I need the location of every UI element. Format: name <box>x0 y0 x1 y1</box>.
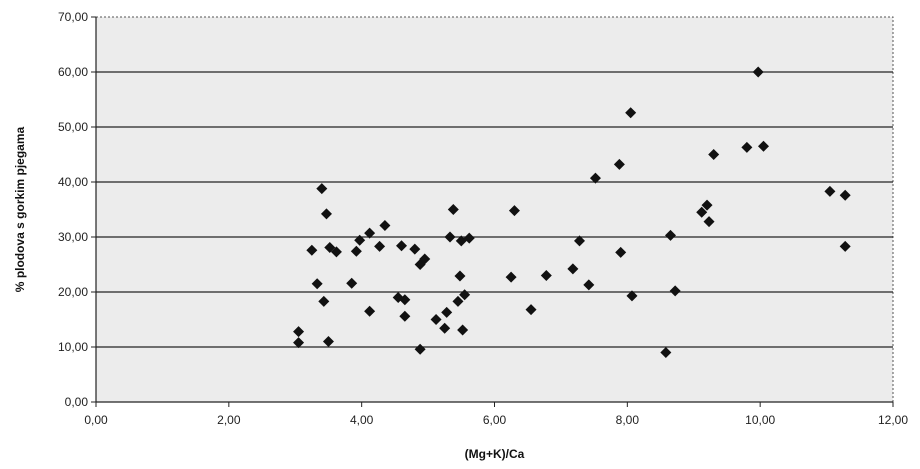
data-point <box>350 245 362 257</box>
y-tick-labels: 0,00 10,00 20,00 30,00 40,00 50,00 60,00 70,00 <box>58 10 96 409</box>
x-tick-label: 12,00 <box>878 413 908 427</box>
data-point <box>430 314 442 325</box>
data-point <box>457 324 469 336</box>
y-tick-label: 70,00 <box>58 10 88 24</box>
data-point <box>703 216 715 228</box>
data-point <box>839 189 851 201</box>
data-point <box>615 246 627 258</box>
data-point <box>839 240 851 252</box>
data-point <box>574 235 586 247</box>
plot-area-background <box>95 16 894 403</box>
data-point <box>409 243 421 255</box>
x-tick-labels: 0,00 2,00 4,00 6,00 8,00 10,00 12,00 <box>84 402 908 427</box>
x-tick-label: 8,00 <box>616 413 640 427</box>
data-point <box>419 253 431 265</box>
data-point <box>613 158 625 170</box>
data-point <box>399 294 411 306</box>
data-point <box>567 263 579 275</box>
data-point <box>525 304 537 316</box>
data-point <box>330 246 342 258</box>
data-point <box>583 279 595 291</box>
data-point <box>752 66 764 78</box>
data-point <box>346 277 358 289</box>
data-point <box>660 347 672 358</box>
data-point <box>463 232 475 244</box>
x-tick-label: 2,00 <box>217 413 241 427</box>
y-tick-label: 40,00 <box>58 175 88 189</box>
data-point <box>708 149 720 160</box>
data-point <box>320 208 332 220</box>
x-tick-label: 0,00 <box>84 413 108 427</box>
data-point <box>306 244 318 256</box>
data-point <box>540 270 552 281</box>
data-point <box>396 240 408 252</box>
data-point <box>399 310 411 322</box>
data-point <box>701 199 713 211</box>
data-point <box>354 234 366 246</box>
data-point <box>379 219 391 231</box>
data-points <box>293 66 851 358</box>
data-point <box>741 141 753 153</box>
data-point <box>626 290 638 302</box>
x-tick-label: 10,00 <box>745 413 775 427</box>
data-point <box>318 295 330 307</box>
data-point <box>824 185 836 197</box>
data-point <box>447 204 459 215</box>
y-tick-label: 10,00 <box>58 340 88 354</box>
data-point <box>452 295 464 307</box>
x-tick-label: 6,00 <box>483 413 507 427</box>
data-point <box>324 241 336 253</box>
y-tick-label: 0,00 <box>65 395 89 409</box>
data-point <box>414 343 426 355</box>
data-point <box>439 322 451 334</box>
plot-area <box>95 16 894 403</box>
data-point <box>293 326 305 338</box>
data-point <box>316 183 328 195</box>
data-point <box>589 172 601 184</box>
y-tick-label: 60,00 <box>58 65 88 79</box>
data-point <box>364 227 376 239</box>
data-point <box>625 107 637 119</box>
data-point <box>505 271 517 283</box>
data-point <box>757 140 769 152</box>
data-point <box>508 205 520 217</box>
data-point <box>459 289 471 301</box>
data-point <box>441 306 453 318</box>
data-point <box>696 206 708 218</box>
data-point <box>374 240 386 252</box>
data-point <box>669 285 681 297</box>
data-point <box>322 336 334 347</box>
data-point <box>444 231 456 243</box>
data-point <box>293 337 305 349</box>
data-point <box>364 305 376 317</box>
y-axis-label: % plodova s gorkim pjegama <box>13 126 27 292</box>
y-tick-label: 20,00 <box>58 285 88 299</box>
x-tick-label: 4,00 <box>350 413 374 427</box>
data-point <box>311 278 323 290</box>
y-tick-label: 50,00 <box>58 120 88 134</box>
x-axis-label: (Mg+K)/Ca <box>465 447 525 461</box>
data-point <box>665 229 677 241</box>
y-tick-label: 30,00 <box>58 230 88 244</box>
data-point <box>454 270 466 282</box>
